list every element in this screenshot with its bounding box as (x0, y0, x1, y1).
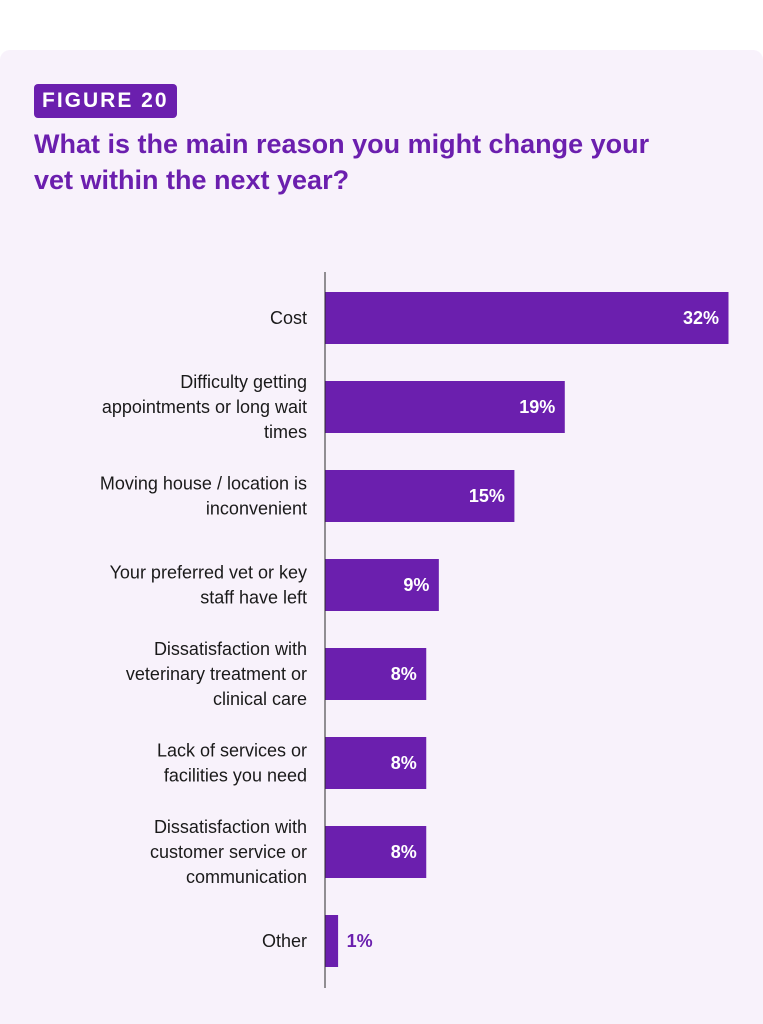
bar-2 (325, 470, 515, 522)
value-label-6: 8% (391, 842, 417, 862)
value-label-7: 1% (347, 931, 373, 951)
category-label-0: Cost (270, 308, 307, 328)
chart-title: What is the main reason you might change… (34, 129, 650, 195)
bar-5 (325, 737, 427, 789)
category-label-1: Difficulty getting appointments or long w… (102, 372, 307, 442)
category-label-7: Other (262, 931, 307, 951)
value-label-5: 8% (391, 753, 417, 773)
bar-1 (325, 381, 565, 433)
category-label-6: Dissatisfaction with customer service or c… (150, 817, 307, 887)
category-label-4: Dissatisfaction with veterinary treatment… (126, 639, 307, 709)
bar-7 (325, 915, 339, 967)
value-label-0: 32% (683, 308, 719, 328)
value-label-3: 9% (403, 575, 429, 595)
value-label-2: 15% (469, 486, 505, 506)
bar-3 (325, 559, 439, 611)
category-label-3: Your preferred vet or key staff have left (110, 563, 307, 608)
category-label-5: Lack of services or facilities you need (157, 741, 307, 786)
bar-6 (325, 826, 427, 878)
figure-badge: FIGURE 20 (34, 84, 177, 118)
bar-4 (325, 648, 427, 700)
value-label-1: 19% (519, 397, 555, 417)
value-label-4: 8% (391, 664, 417, 684)
category-label-2: Moving house / location is inconvenient (100, 474, 307, 519)
bar-0 (325, 292, 729, 344)
